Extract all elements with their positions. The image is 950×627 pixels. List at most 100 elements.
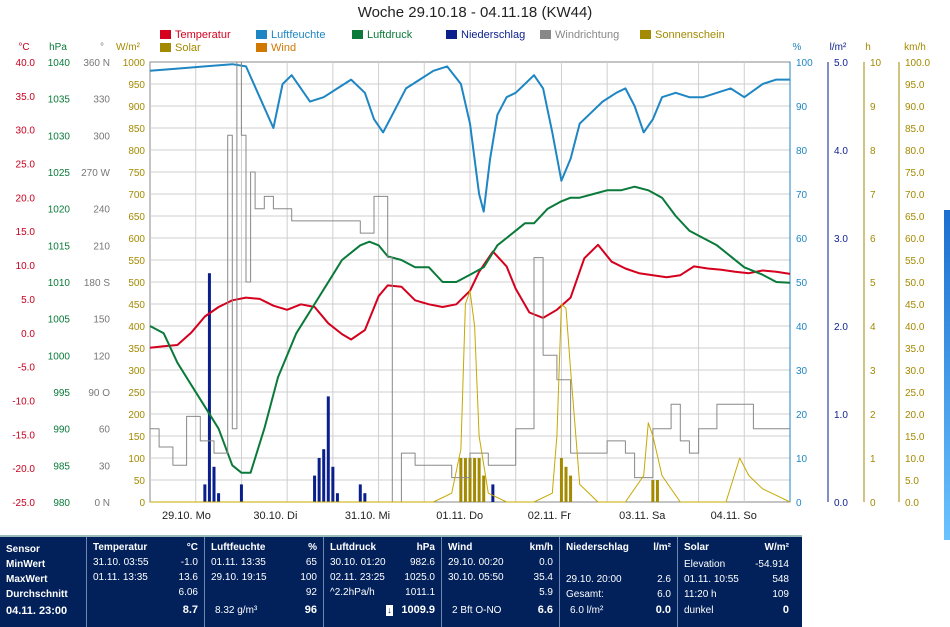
bar-sonnenschein: [651, 480, 655, 502]
axis-unit-direction: °: [100, 42, 104, 53]
rain-max-value: 2.6: [657, 574, 671, 585]
tick-label-rain: 3.0: [834, 234, 848, 245]
bar-niederschlag: [203, 484, 207, 502]
legend-swatch: [256, 43, 267, 52]
axis-unit-wind: km/h: [904, 42, 926, 53]
bar-sonnenschein: [655, 480, 659, 502]
bar-niederschlag: [207, 273, 211, 502]
legend-swatch: [540, 30, 551, 39]
tick-label-wind: 50.0: [905, 278, 925, 289]
bar-sonnenschein: [468, 458, 472, 502]
bar-niederschlag: [322, 449, 326, 502]
tick-label-solar: 550: [128, 256, 145, 267]
bar-sonnenschein: [459, 458, 463, 502]
tick-label-humidity: 60: [796, 234, 808, 245]
tick-label-wind: 85.0: [905, 124, 925, 135]
tick-label-humidity: 80: [796, 146, 808, 157]
press-max-value: 1025.0: [404, 572, 435, 583]
tick-label-wind: 30.0: [905, 366, 925, 377]
tick-label-rain: 2.0: [834, 322, 848, 333]
tick-label-solar: 150: [128, 432, 145, 443]
bar-sonnenschein: [559, 458, 563, 502]
x-tick-label: 02.11. Fr: [528, 510, 572, 522]
tick-label-direction: 90 O: [88, 388, 110, 399]
tick-label-pressure: 1005: [48, 315, 71, 326]
temp-header: Temperatur: [93, 542, 148, 553]
tick-label-sunshine: 2: [870, 410, 876, 421]
bar-niederschlag: [317, 458, 321, 502]
bar-niederschlag: [491, 484, 495, 502]
tick-label-temperature: 15.0: [16, 227, 36, 238]
tick-label-humidity: 40: [796, 322, 808, 333]
legend-label: Solar: [175, 42, 201, 54]
temp-min-time: 31.10. 03:55: [93, 557, 149, 568]
tick-label-humidity: 30: [796, 366, 808, 377]
tick-label-wind: 25.0: [905, 388, 925, 399]
legend-swatch: [160, 30, 171, 39]
legend-swatch: [256, 30, 267, 39]
wind-max-time: 30.10. 05:50: [448, 572, 504, 583]
tick-label-sunshine: 1: [870, 454, 876, 465]
hum-current: 96: [304, 604, 317, 616]
tick-label-humidity: 100: [796, 58, 813, 69]
tick-label-solar: 50: [134, 476, 146, 487]
tick-label-wind: 0.0: [905, 498, 919, 509]
solar-sunshine-value: 109: [772, 589, 789, 600]
stats-col-solar: Solar W/m² Elevation -54.914 01.11. 10:5…: [678, 537, 795, 627]
tick-label-sunshine: 8: [870, 146, 876, 157]
wind-avg: 5.9: [539, 587, 553, 598]
tick-label-wind: 40.0: [905, 322, 925, 333]
tick-label-direction: 270 W: [81, 168, 110, 179]
tick-label-pressure: 990: [53, 425, 70, 436]
row-avg-label: Durchschnitt: [6, 589, 68, 600]
solar-max-time: 01.11. 10:55: [684, 574, 739, 585]
bar-niederschlag: [335, 493, 339, 502]
tick-label-solar: 600: [128, 234, 145, 245]
tick-label-wind: 55.0: [905, 256, 925, 267]
wind-min-time: 29.10. 00:20: [448, 557, 504, 568]
legend-label: Sonnenschein: [655, 29, 725, 41]
solar-max-value: 548: [772, 574, 789, 585]
tick-label-sunshine: 4: [870, 322, 876, 333]
press-min-time: 30.10. 01:20: [330, 557, 386, 568]
tick-label-solar: 250: [128, 388, 145, 399]
legend-label: Luftdruck: [367, 29, 413, 41]
axis-unit-solar: W/m²: [116, 42, 141, 53]
pressure-falling-icon: ↓: [386, 605, 393, 616]
series-line-solar: [150, 290, 791, 503]
tick-label-pressure: 995: [53, 388, 70, 399]
tick-label-temperature: 25.0: [16, 160, 36, 171]
solar-header: Solar: [684, 542, 710, 553]
tick-label-wind: 80.0: [905, 146, 925, 157]
hum-min-time: 01.11. 13:35: [211, 557, 266, 568]
press-min-value: 982.6: [409, 557, 435, 568]
bar-sonnenschein: [477, 458, 481, 502]
tick-label-solar: 300: [128, 366, 145, 377]
stats-panel: Sensor MinWert MaxWert Durchschnitt 04.1…: [0, 535, 802, 627]
bar-sonnenschein: [482, 475, 486, 502]
tick-label-pressure: 1015: [48, 241, 71, 252]
tick-label-solar: 700: [128, 190, 145, 201]
legend-swatch: [640, 30, 651, 39]
tick-label-wind: 20.0: [905, 410, 925, 421]
bar-sonnenschein: [569, 475, 573, 502]
tick-label-wind: 45.0: [905, 300, 925, 311]
axis-unit-sunshine: h: [865, 42, 871, 53]
tick-label-solar: 350: [128, 344, 145, 355]
tick-label-wind: 10.0: [905, 454, 925, 465]
stats-col-pressure: Luftdruck hPa 30.10. 01:20 982.6 02.11. …: [324, 537, 442, 627]
tick-label-humidity: 0: [796, 498, 802, 509]
row-min-label: MinWert: [6, 559, 46, 570]
tick-label-rain: 0.0: [834, 498, 848, 509]
x-tick-label: 31.10. Mi: [345, 510, 390, 522]
series-line-luftdruck: [149, 185, 791, 474]
press-max-time: 02.11. 23:25: [330, 572, 385, 583]
tick-label-rain: 1.0: [834, 410, 848, 421]
temp-max-time: 01.11. 13:35: [93, 572, 148, 583]
tick-label-humidity: 10: [796, 454, 808, 465]
rain-max-time: 29.10. 20:00: [566, 574, 622, 585]
x-tick-label: 30.10. Di: [253, 510, 297, 522]
tick-label-sunshine: 10: [870, 58, 882, 69]
tick-label-sunshine: 0: [870, 498, 876, 509]
tick-label-wind: 60.0: [905, 234, 925, 245]
